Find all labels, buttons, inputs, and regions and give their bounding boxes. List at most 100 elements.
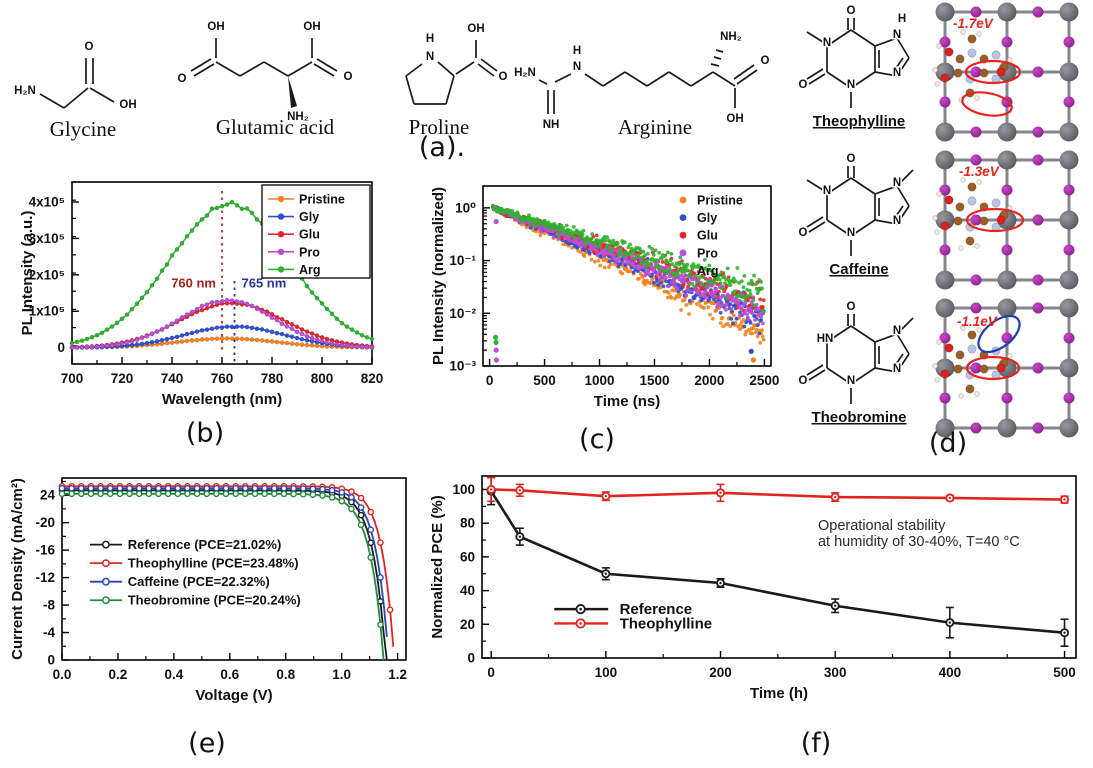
svg-text:N: N [823, 185, 831, 197]
svg-text:820: 820 [361, 371, 384, 386]
svg-text:N: N [847, 79, 855, 91]
theobromine-lattice: -1.1eV [932, 298, 1079, 438]
svg-text:0: 0 [487, 665, 495, 680]
svg-text:Normalized PCE (%): Normalized PCE (%) [429, 495, 446, 638]
svg-text:0.2: 0.2 [109, 667, 128, 682]
svg-text:400: 400 [939, 665, 962, 680]
svg-text:0: 0 [467, 651, 475, 666]
svg-text:2500: 2500 [749, 373, 779, 388]
svg-text:H: H [898, 13, 906, 25]
svg-text:10⁻³: 10⁻³ [449, 359, 476, 374]
svg-text:Caffeine (PCE=22.32%): Caffeine (PCE=22.32%) [128, 574, 270, 589]
svg-text:80: 80 [460, 516, 475, 531]
svg-text:OH: OH [119, 99, 136, 111]
svg-text:Arg: Arg [697, 264, 719, 278]
svg-text:-1.7eV: -1.7eV [953, 16, 994, 31]
svg-text:O: O [85, 41, 94, 53]
svg-text:Voltage (V): Voltage (V) [195, 687, 272, 704]
svg-text:Pro: Pro [697, 246, 718, 260]
svg-text:1.2: 1.2 [388, 667, 407, 682]
svg-text:Caffeine: Caffeine [829, 261, 888, 278]
svg-text:Reference: Reference [620, 601, 693, 618]
svg-text:PL Intensity (a.u.): PL Intensity (a.u.) [19, 211, 36, 336]
svg-text:0.6: 0.6 [220, 667, 239, 682]
svg-text:800: 800 [311, 371, 334, 386]
svg-text:10⁻²: 10⁻² [449, 306, 476, 321]
arginine-structure: H₂N NH HN NH₂ O OH Arginine [513, 30, 771, 140]
svg-text:740: 740 [161, 371, 184, 386]
svg-text:0: 0 [47, 653, 55, 668]
svg-text:Pristine: Pristine [299, 193, 345, 207]
svg-text:H₂N: H₂N [514, 67, 536, 79]
svg-text:O: O [799, 79, 808, 91]
panel-d: O O N N N N H Theophylline -1.7eV O O N N N N Caffein… [795, 0, 1093, 465]
svg-text:760: 760 [211, 371, 234, 386]
svg-text:N: N [847, 227, 855, 239]
svg-text:1000: 1000 [584, 373, 614, 388]
svg-text:H: H [573, 45, 581, 57]
svg-text:N: N [893, 325, 901, 337]
svg-text:O: O [499, 71, 507, 83]
svg-text:Glu: Glu [697, 229, 718, 243]
svg-text:N: N [893, 29, 901, 41]
svg-text:NH₂: NH₂ [720, 31, 742, 43]
svg-text:720: 720 [111, 371, 134, 386]
svg-text:60: 60 [460, 549, 475, 564]
svg-text:N: N [823, 37, 831, 49]
svg-text:-8: -8 [43, 598, 55, 613]
svg-text:24: 24 [40, 488, 56, 503]
svg-text:0: 0 [486, 373, 494, 388]
svg-text:O: O [847, 153, 856, 165]
svg-text:O: O [847, 5, 856, 17]
panel-c-label: (c) [579, 424, 615, 455]
svg-text:Operational stability: Operational stability [818, 518, 946, 534]
proline-structure: HN OH O Proline [405, 22, 507, 139]
svg-text:500: 500 [1053, 665, 1076, 680]
svg-text:780: 780 [261, 371, 284, 386]
svg-text:O: O [344, 71, 353, 83]
svg-text:NH₂: NH₂ [287, 111, 309, 123]
svg-text:0: 0 [57, 340, 65, 355]
svg-text:Wavelength (nm): Wavelength (nm) [162, 391, 282, 408]
svg-text:765 nm: 765 nm [242, 276, 287, 291]
panel-c-chart: 0 500 1000 1500 2000 2500 10⁰ 10⁻¹ 10⁻² 10⁻³ Time … [430, 185, 779, 410]
panel-e-label: (e) [188, 728, 226, 759]
svg-text:-20: -20 [35, 515, 55, 530]
svg-text:OH: OH [726, 113, 743, 125]
svg-text:200: 200 [709, 665, 732, 680]
glutamic-acid-structure: OH O NH₂ OH O Glutamic acid [176, 20, 354, 140]
svg-text:10⁻¹: 10⁻¹ [449, 253, 476, 268]
svg-text:1.0: 1.0 [332, 667, 351, 682]
svg-text:Time (h): Time (h) [750, 685, 808, 702]
svg-text:100: 100 [452, 482, 475, 497]
panel-a-label: (a). [418, 132, 466, 163]
svg-text:-12: -12 [35, 570, 55, 585]
svg-text:3x10⁵: 3x10⁵ [29, 231, 65, 246]
svg-text:O: O [847, 301, 856, 313]
svg-text:N: N [573, 61, 581, 73]
svg-text:10⁰: 10⁰ [455, 200, 476, 215]
svg-text:-16: -16 [35, 543, 55, 558]
svg-text:300: 300 [824, 665, 847, 680]
caffeine-structure: O O N N N N Caffeine [797, 152, 914, 278]
caffeine-lattice: -1.3eV [932, 150, 1079, 290]
svg-text:500: 500 [533, 373, 556, 388]
svg-text:Reference (PCE=21.02%): Reference (PCE=21.02%) [128, 537, 282, 552]
svg-text:Arginine: Arginine [618, 115, 692, 139]
svg-text:OH: OH [303, 21, 320, 33]
svg-text:Theophylline: Theophylline [813, 113, 906, 130]
svg-text:0.4: 0.4 [164, 667, 183, 682]
svg-text:O: O [799, 375, 808, 387]
svg-text:Glycine: Glycine [50, 117, 116, 141]
svg-text:Theobromine: Theobromine [811, 409, 906, 426]
panel-d-label: (d) [928, 428, 968, 459]
svg-text:2000: 2000 [694, 373, 724, 388]
svg-text:OH: OH [207, 21, 224, 33]
svg-text:H₂N: H₂N [14, 85, 36, 97]
panel-e-chart: 0.0 0.2 0.4 0.6 0.8 1.0 1.2 0 -4 -8 -12 -16 -20 24 Vol… [9, 477, 407, 704]
svg-text:40: 40 [460, 583, 475, 598]
svg-text:Pro: Pro [299, 245, 320, 259]
svg-text:Proline: Proline [409, 115, 470, 139]
